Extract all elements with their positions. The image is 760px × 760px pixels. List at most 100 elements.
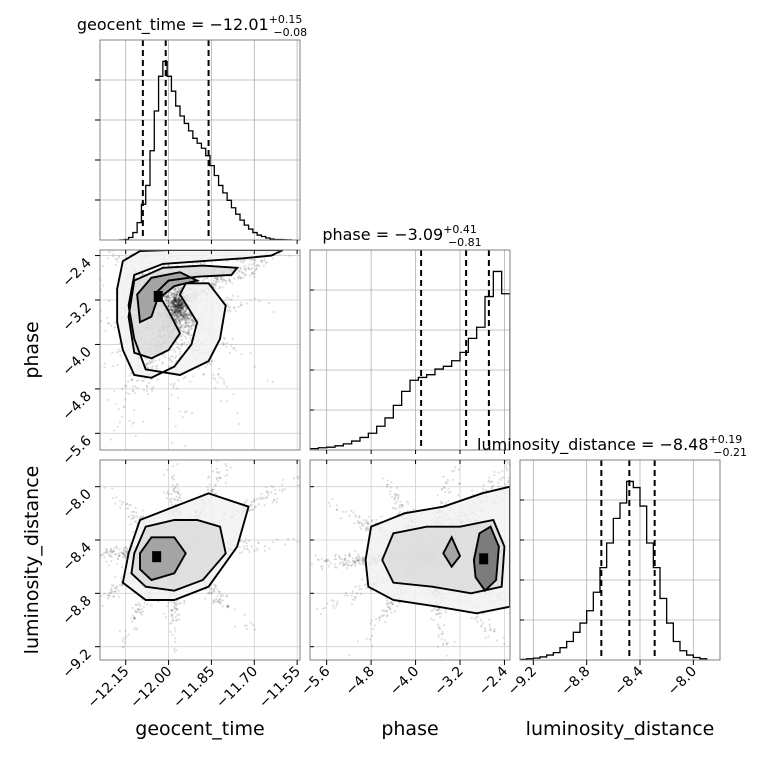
sample-point xyxy=(189,380,192,383)
sample-point xyxy=(173,226,175,228)
sample-point xyxy=(250,508,254,511)
sample-point xyxy=(177,310,180,313)
sample-point xyxy=(152,240,154,242)
sample-point xyxy=(171,299,174,303)
sample-point xyxy=(178,309,181,312)
sample-point xyxy=(278,246,280,248)
sample-point xyxy=(214,276,217,279)
sample-point xyxy=(249,352,252,355)
sample-point xyxy=(176,311,179,314)
sample-point xyxy=(125,548,129,551)
sample-point xyxy=(175,313,178,317)
sample-point xyxy=(229,280,232,284)
sample-point xyxy=(188,331,191,335)
sample-point xyxy=(161,217,163,219)
sample-point xyxy=(184,321,187,324)
sample-point xyxy=(260,260,264,263)
sample-point xyxy=(211,490,214,493)
sample-point xyxy=(172,302,175,305)
sample-point xyxy=(4,654,6,656)
sample-point xyxy=(179,298,182,302)
sample-point xyxy=(216,373,220,376)
sample-point xyxy=(209,246,211,248)
sample-point xyxy=(131,620,134,623)
sample-point xyxy=(177,316,180,319)
sample-point xyxy=(173,611,176,614)
sample-point xyxy=(239,266,242,269)
sample-point xyxy=(178,310,181,313)
sample-point xyxy=(182,311,185,314)
sample-point xyxy=(208,591,211,594)
sample-point xyxy=(228,277,231,280)
sample-point xyxy=(185,314,188,317)
sample-point xyxy=(176,499,180,502)
sample-point xyxy=(166,302,169,305)
sample-point xyxy=(190,319,193,322)
sample-point xyxy=(226,309,229,313)
sample-point xyxy=(185,318,188,321)
sample-point xyxy=(175,601,179,604)
sample-point xyxy=(177,309,180,312)
sample-point xyxy=(122,552,126,555)
sample-point xyxy=(252,500,255,503)
sample-point xyxy=(177,308,181,311)
sample-point xyxy=(185,337,188,340)
sample-point xyxy=(226,604,229,607)
sample-point xyxy=(184,309,187,312)
sample-point xyxy=(187,341,190,344)
sample-point xyxy=(174,313,178,316)
sample-point xyxy=(107,594,110,597)
sample-point xyxy=(291,219,293,221)
sample-point xyxy=(174,309,177,313)
sample-point xyxy=(227,446,229,448)
sample-point xyxy=(238,270,242,273)
sample-point xyxy=(181,342,184,345)
sample-point xyxy=(173,497,176,500)
sample-point xyxy=(249,298,252,301)
sample-point xyxy=(225,303,229,306)
sample-point xyxy=(123,641,126,644)
sample-point xyxy=(183,316,186,319)
sample-point xyxy=(124,629,127,632)
sample-point xyxy=(313,230,315,232)
sample-point xyxy=(117,347,120,351)
sample-point xyxy=(108,591,111,595)
sample-point xyxy=(184,307,188,310)
sample-point xyxy=(227,218,229,220)
sample-point xyxy=(170,303,173,306)
sample-point xyxy=(226,605,230,608)
sample-point xyxy=(114,502,117,505)
sample-point xyxy=(103,486,106,490)
sample-point xyxy=(169,308,172,311)
sample-point xyxy=(249,268,252,271)
sample-point xyxy=(181,308,184,311)
sample-point xyxy=(190,327,193,331)
sample-point xyxy=(169,354,173,358)
sample-point xyxy=(172,300,175,303)
sample-point xyxy=(255,547,259,550)
sample-point xyxy=(175,296,178,299)
sample-point xyxy=(180,318,183,321)
sample-point xyxy=(229,466,232,469)
sample-point xyxy=(221,594,225,597)
sample-point xyxy=(180,313,183,316)
sample-point xyxy=(109,438,113,441)
sample-point xyxy=(197,367,200,370)
sample-point xyxy=(115,585,118,588)
sample-point xyxy=(189,316,192,319)
sample-point xyxy=(165,299,168,302)
sample-point xyxy=(112,255,115,258)
sample-point xyxy=(123,637,127,640)
sample-point xyxy=(176,314,179,317)
sample-point xyxy=(173,310,176,314)
sample-point xyxy=(174,297,177,300)
sample-point xyxy=(171,300,174,303)
sample-point xyxy=(246,266,250,269)
sample-point xyxy=(176,303,179,306)
sample-point xyxy=(173,309,177,312)
sample-point xyxy=(177,310,180,313)
sample-point xyxy=(174,298,177,302)
sample-point xyxy=(177,312,180,315)
sample-point xyxy=(252,258,255,261)
sample-point xyxy=(113,590,117,593)
